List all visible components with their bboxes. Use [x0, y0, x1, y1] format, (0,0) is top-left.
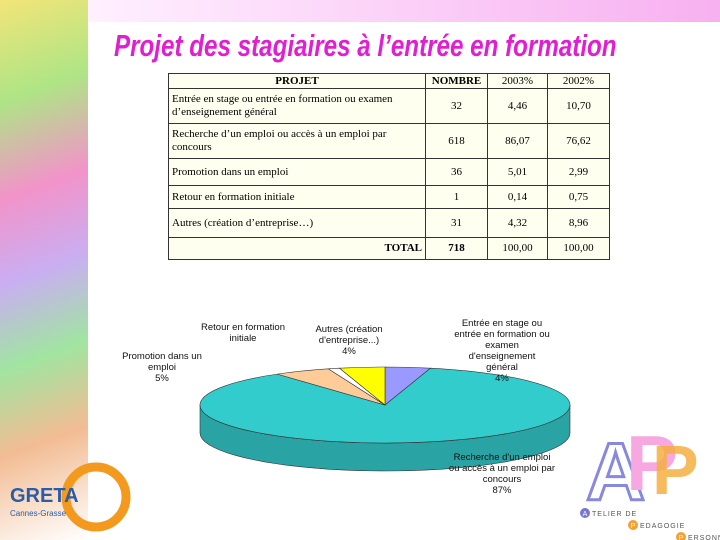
category-label: Promotion dans un emploi [122, 351, 202, 373]
decor-bar [88, 0, 720, 22]
decor-strip [0, 0, 88, 540]
table-cell: 36 [425, 158, 488, 186]
slice [199, 367, 571, 444]
slide-title: Projet des stagiaires à l’entrée en form… [114, 28, 617, 63]
pie-label: Retour en formation initiale [193, 322, 293, 344]
table-cell: Promotion dans un emploi [168, 158, 426, 186]
pie-label: Autres (création d'entreprise...) 4% [305, 324, 393, 357]
table-cell: 5,01 [487, 158, 548, 186]
total-cell: 100,00 [487, 237, 548, 260]
total-row: TOTAL 718 100,00 100,00 [168, 237, 610, 260]
table-cell: Autres (création d’entreprise…) [168, 208, 426, 238]
table-cell: Recherche d’un emploi ou accès à un empl… [168, 123, 426, 159]
pie-label: Promotion dans un emploi 5% [112, 351, 212, 384]
table-cell: 618 [425, 123, 488, 159]
pie-label: Entrée en stage ou entrée en formation o… [452, 318, 552, 384]
category-label: Autres (création d'entreprise...) [315, 324, 383, 346]
pie-label: Recherche d'un emploi ou accès à un empl… [447, 452, 557, 496]
header-cell: 2002% [547, 73, 610, 89]
value-label: 5% [155, 373, 169, 384]
category-label: Recherche d'un emploi ou accès à un empl… [448, 452, 556, 485]
data-table: PROJET NOMBRE 2003% 2002% Entrée en stage ou… [168, 73, 610, 260]
slice [338, 366, 386, 406]
value-label: 4% [495, 373, 509, 384]
total-cell: 100,00 [547, 237, 610, 260]
table-cell: 4,32 [487, 208, 548, 238]
header-cell: 2003% [487, 73, 548, 89]
table-cell: 2,99 [547, 158, 610, 186]
category-label: Entrée en stage ou entrée en formation o… [454, 318, 550, 373]
table-cell: 4,46 [487, 88, 548, 124]
header-row: PROJET NOMBRE 2003% 2002% [168, 73, 610, 89]
table-cell: 76,62 [547, 123, 610, 159]
table-cell: 10,70 [547, 88, 610, 124]
table-row: Recherche d’un emploi ou accès à un empl… [168, 123, 610, 159]
table-row: Promotion dans un emploi 36 5,01 2,99 [168, 158, 610, 186]
value-label: 4% [342, 346, 356, 357]
value-label: 87% [492, 485, 512, 496]
category-label: Retour en formation initiale [201, 322, 285, 344]
